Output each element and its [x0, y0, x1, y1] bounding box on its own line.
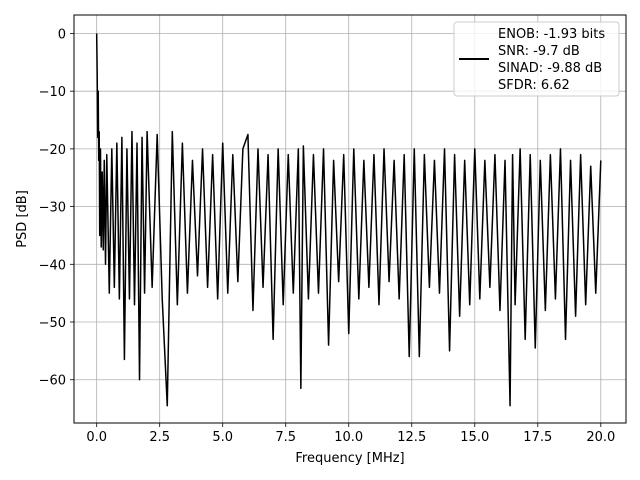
legend-box: [453, 21, 620, 97]
x-tick-label: 10.0: [334, 430, 363, 445]
x-tick-label: 0.0: [86, 430, 107, 445]
legend-line-4: SFDR: 6.62: [498, 78, 570, 93]
y-tick-label: −10: [39, 85, 66, 100]
y-tick-label: −50: [39, 316, 66, 331]
legend-line-2: SNR: -9.7 dB: [498, 44, 580, 59]
psd-series-line: [95, 33, 602, 407]
x-tick-label: 7.5: [275, 430, 296, 445]
x-tick-label: 15.0: [460, 430, 489, 445]
plot-frame: [73, 14, 627, 424]
y-tick-label: −30: [39, 201, 66, 216]
legend-line-3: SINAD: -9.88 dB: [498, 61, 602, 76]
y-tick-label: 0: [58, 27, 66, 42]
y-tick-label: −40: [39, 258, 66, 273]
y-ticks: 0 −10 −20 −30 −40 −50 −60: [39, 27, 74, 389]
data-area: [95, 33, 602, 407]
x-tick-label: 17.5: [523, 430, 552, 445]
x-axis-title: Frequency [MHz]: [295, 451, 404, 466]
x-tick-label: 12.5: [397, 430, 426, 445]
y-tick-label: −20: [39, 143, 66, 158]
y-axis-title: PSD [dB]: [15, 190, 30, 248]
y-tick-label: −60: [39, 374, 66, 389]
x-tick-label: 2.5: [149, 430, 170, 445]
x-ticks: 0.0 2.5 5.0 7.5 10.0 12.5 15.0 17.5 20.0: [86, 423, 615, 445]
legend: ENOB: -1.93 bits SNR: -9.7 dB SINAD: -9.…: [453, 21, 620, 97]
legend-line-1: ENOB: -1.93 bits: [498, 27, 605, 42]
x-tick-label: 20.0: [586, 430, 615, 445]
x-tick-label: 5.0: [212, 430, 233, 445]
